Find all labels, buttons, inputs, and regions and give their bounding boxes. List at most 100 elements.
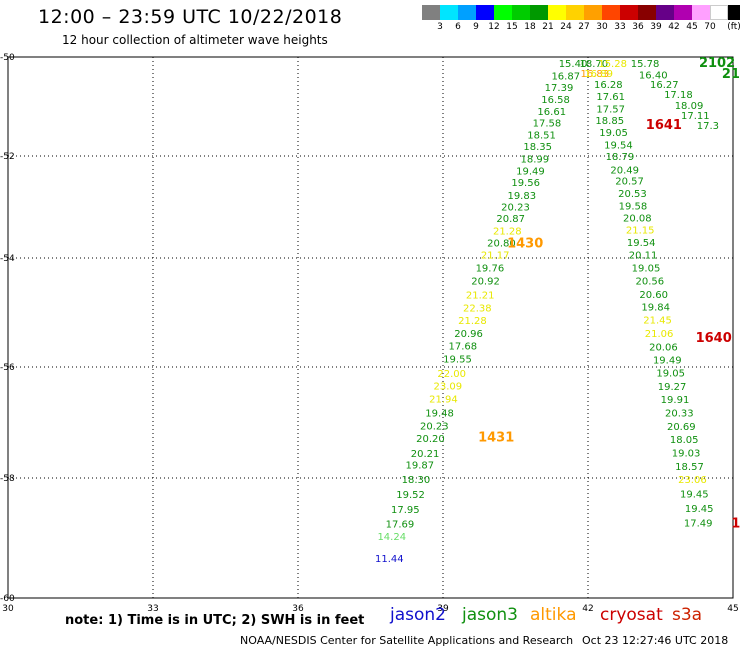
footer-timestamp: Oct 23 12:27:46 UTC 2018 xyxy=(582,634,729,647)
y-tick-label: -52 xyxy=(0,152,15,162)
wave-height-label: 17.69 xyxy=(386,520,415,531)
wave-height-label: 19.56 xyxy=(511,178,540,189)
wave-height-label: 17.57 xyxy=(596,104,625,115)
legend-label: 3 xyxy=(437,22,443,32)
wave-height-label: 19.84 xyxy=(641,303,670,314)
legend-swatch xyxy=(584,5,602,20)
wave-height-label: 23.06 xyxy=(678,475,707,486)
wave-height-label: 19.76 xyxy=(476,263,505,274)
legend-swatch xyxy=(620,5,638,20)
wave-height-label: 19.45 xyxy=(685,504,714,515)
wave-height-label: 17.49 xyxy=(684,518,713,529)
pass-time-label: 1430 xyxy=(507,237,543,252)
y-tick-label: -54 xyxy=(0,254,15,264)
wave-height-label: 17.39 xyxy=(545,83,574,94)
plot-note: note: 1) Time is in UTC; 2) SWH is in fe… xyxy=(65,613,365,628)
wave-height-label: 22.38 xyxy=(463,304,492,315)
wave-height-label: 23.09 xyxy=(434,381,463,392)
wave-height-label: 16.83 xyxy=(580,69,609,80)
legend-label: 36 xyxy=(632,22,644,32)
satellite-jason3: jason3 xyxy=(462,605,518,625)
wave-height-label: 17.58 xyxy=(533,118,562,129)
y-tick-label: -58 xyxy=(0,474,15,484)
wave-height-label: 21.17 xyxy=(481,250,510,261)
legend-label: 39 xyxy=(650,22,662,32)
wave-height-label: 21.06 xyxy=(645,329,674,340)
wave-height-label: 20.57 xyxy=(615,176,644,187)
wave-height-label: 20.06 xyxy=(649,342,678,353)
legend-label: 70 xyxy=(704,22,716,32)
wave-height-label: 20.80 xyxy=(487,239,516,250)
legend-label: 9 xyxy=(473,22,479,32)
legend-swatch xyxy=(458,5,476,20)
wave-height-label: 16.61 xyxy=(537,107,566,118)
legend-label: 30 xyxy=(596,22,608,32)
legend-label: 45 xyxy=(686,22,698,32)
page-subtitle: 12 hour collection of altimeter wave hei… xyxy=(62,33,328,47)
satellite-cryosat: cryosat xyxy=(600,605,663,625)
wave-height-label: 18.30 xyxy=(402,475,431,486)
wave-height-label: 21.15 xyxy=(626,225,655,236)
wave-height-label: 19.49 xyxy=(516,166,545,177)
page-title: 12:00 – 23:59 UTC 10/22/2018 xyxy=(38,6,343,28)
wave-height-label: 19.45 xyxy=(680,490,709,501)
x-tick-label: 45 xyxy=(727,604,738,614)
legend-swatch xyxy=(548,5,566,20)
wave-height-label: 21.28 xyxy=(458,316,487,327)
pass-time-label: 1641 xyxy=(646,118,682,133)
wave-height-label: 20.49 xyxy=(610,165,639,176)
wave-height-label: 16.40 xyxy=(639,70,668,81)
wave-height-label: 20.69 xyxy=(667,422,696,433)
wave-height-label: 18.70 xyxy=(579,59,608,70)
wave-height-label: 17.3 xyxy=(697,121,719,132)
wave-height-label: 19.52 xyxy=(396,490,425,501)
y-tick-label: -50 xyxy=(0,53,15,63)
wave-height-label: 19.03 xyxy=(672,448,701,459)
wave-height-label: 16.87 xyxy=(551,71,580,82)
wave-height-label: 18.57 xyxy=(675,462,704,473)
y-tick-label: -56 xyxy=(0,363,15,373)
wave-height-label: 20.23 xyxy=(501,202,530,213)
pass-time-label: 18 xyxy=(731,516,740,531)
legend-swatch xyxy=(602,5,620,20)
wave-height-label: 19.05 xyxy=(632,263,661,274)
legend-swatch xyxy=(566,5,584,20)
wave-height-label: 14.24 xyxy=(377,532,406,543)
pass-time-label: 210 xyxy=(722,67,740,82)
wave-height-label: 18.35 xyxy=(523,142,552,153)
wave-height-label: 17.95 xyxy=(391,505,420,516)
legend-swatch xyxy=(710,5,728,20)
x-tick-label: 30 xyxy=(2,604,14,614)
wave-height-label: 22.00 xyxy=(437,369,466,380)
wave-height-label: 15.40 xyxy=(559,59,588,70)
legend-label: 24 xyxy=(560,22,572,32)
plot-axes: 30 33 36 39 42 45 -50 -52 -54 -56 -58 -60 xyxy=(0,53,739,614)
wave-height-label: 20.92 xyxy=(471,276,500,287)
pass-time-label: 2102 xyxy=(699,56,735,71)
wave-height-label: 21.28 xyxy=(493,226,522,237)
legend-unit: (ft) xyxy=(727,22,740,32)
wave-height-label: 19.49 xyxy=(653,355,682,366)
wave-height-label: 18.09 xyxy=(675,101,704,112)
legend-label: 33 xyxy=(614,22,626,32)
wave-height-label: 19.83 xyxy=(507,191,536,202)
legend-label: 27 xyxy=(578,22,590,32)
wave-height-label: 18.79 xyxy=(606,152,635,163)
color-legend-bar xyxy=(422,5,740,20)
wave-height-label: 20.11 xyxy=(629,250,658,261)
wave-height-label: 17.18 xyxy=(664,90,693,101)
legend-swatch xyxy=(656,5,674,20)
wave-height-label: 18.85 xyxy=(595,116,624,127)
pass-time-label: 1640 xyxy=(696,331,732,346)
legend-swatch xyxy=(494,5,512,20)
wave-height-label: 19.55 xyxy=(443,354,472,365)
pass-time-label: 1431 xyxy=(478,430,514,445)
legend-swatch xyxy=(674,5,692,20)
wave-height-label: 20.23 xyxy=(420,421,449,432)
wave-height-label: 21.45 xyxy=(643,316,672,327)
wave-height-label: 19.91 xyxy=(661,395,690,406)
satellite-altika: altika xyxy=(530,605,577,625)
wave-height-label: 20.33 xyxy=(665,409,694,420)
